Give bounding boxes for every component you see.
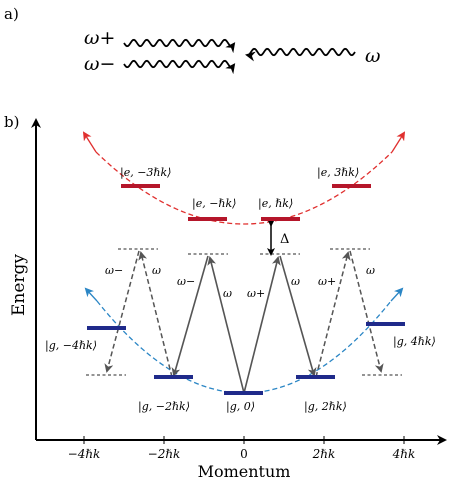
wave-omega-plus [123,38,236,54]
state-label: |g, 2ℏk⟩ [304,400,347,414]
transition-label: ω [152,264,161,277]
beam-omega-label: ω [365,45,381,67]
state-label: |g, −4ℏk⟩ [45,339,97,353]
tick-label: 0 [240,447,248,461]
transition-arrow-dashed [349,250,384,373]
transition-label: ω− [177,275,195,288]
beam-omega-minus-label: ω− [84,53,115,75]
state-label: |e, −ℏk⟩ [192,197,236,211]
beam-omega-plus-label: ω+ [84,27,115,49]
transition-arrow-dashed [138,251,173,378]
state-label: |g, 0⟩ [226,400,255,414]
tick-label: −2ℏk [148,447,181,461]
transition-arrow-dashed [104,250,140,373]
ground-curve-arrow-left [84,287,98,302]
virtual-levels [86,248,402,376]
panel-a-label: a) [4,5,19,23]
tick-label: 4ℏk [392,447,416,461]
state-label: |g, 4ℏk⟩ [393,335,436,349]
ground-dispersion-curve [96,300,392,394]
panel-b-label: b) [4,113,19,131]
state-label: |g, −2ℏk⟩ [138,400,190,414]
transition-arrow-dashed [315,251,351,378]
transition-label: ω [366,264,375,277]
transition-label: ω [223,287,232,300]
state-label: |e, 3ℏk⟩ [317,166,359,180]
ground-curve-arrow-right [390,287,404,302]
momentum-axis-label: Momentum [198,462,291,481]
excited-curve-arrow-right [391,131,406,153]
excited-dispersion-curve [95,151,393,225]
transition-arrow [171,255,209,377]
tick-label: −4ℏk [68,447,101,461]
transition-label: ω+ [247,287,265,300]
state-label: |e, −3ℏk⟩ [120,166,171,180]
excited-curve-arrow-left [82,131,97,153]
transition-label: ω+ [318,275,336,288]
state-label: |e, ℏk⟩ [258,197,293,211]
transition-arrow [243,256,281,394]
energy-axis-label: Energy [9,254,29,316]
transition-arrow [279,255,317,377]
detuning-label: Δ [280,232,289,247]
transition-arrow [207,256,245,394]
transition-label: ω− [105,264,123,277]
x-ticks: −4ℏk −2ℏk 0 2ℏk 4ℏk [68,436,416,461]
tick-label: 2ℏk [312,447,336,461]
wave-omega-minus [123,59,236,75]
transition-label: ω [291,275,300,288]
wave-omega [245,47,356,62]
